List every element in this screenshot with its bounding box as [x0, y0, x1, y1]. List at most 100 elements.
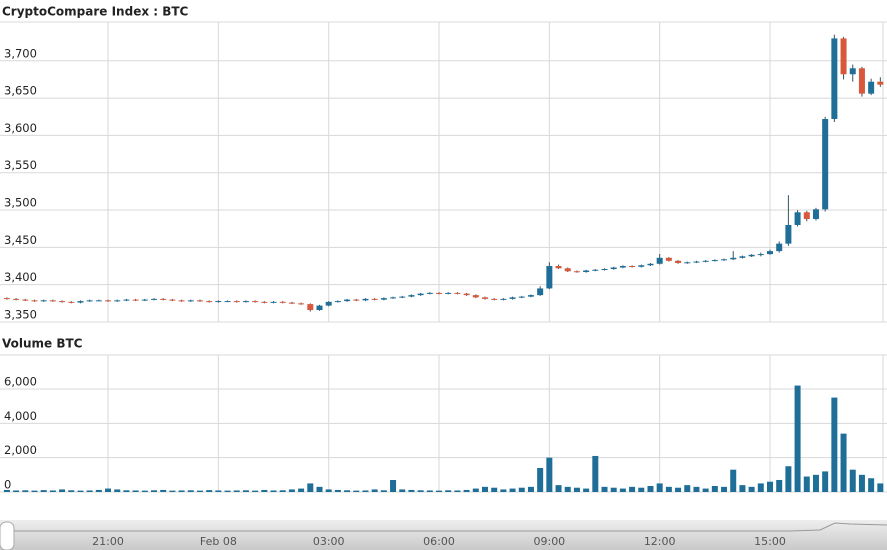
volume-bar — [675, 487, 682, 492]
candle-body — [3, 298, 10, 300]
candle-body — [390, 297, 397, 299]
volume-bar — [647, 485, 654, 492]
volume-bar — [31, 490, 38, 492]
volume-bar — [546, 457, 553, 492]
candle-body — [233, 301, 240, 303]
candle-body — [564, 268, 571, 272]
candle-body — [68, 301, 75, 303]
candle-body — [491, 298, 498, 300]
candle-body — [840, 38, 847, 75]
candle-body — [298, 303, 305, 305]
candle-body — [160, 298, 167, 300]
volume-bar — [757, 483, 764, 492]
volume-bar — [252, 490, 259, 492]
volume-bar — [472, 488, 479, 492]
volume-bar — [40, 490, 47, 492]
candle-body — [555, 266, 562, 269]
candle-body — [132, 299, 139, 301]
candle-body — [380, 298, 387, 300]
candle-body — [270, 301, 277, 303]
candle-body — [169, 299, 176, 301]
y-tick-label: 3,350 — [4, 308, 37, 322]
x-tick-label: 21:00 — [92, 535, 124, 548]
candle-body — [592, 269, 599, 271]
volume-bar — [77, 490, 84, 492]
volume-bar — [491, 487, 498, 492]
volume-bar — [270, 490, 277, 492]
y-tick-label: 0 — [4, 478, 11, 492]
volume-bar — [831, 397, 838, 492]
volume-bar — [454, 490, 461, 492]
volume-bar — [592, 455, 599, 492]
volume-bar — [417, 490, 424, 492]
candle-body — [481, 297, 488, 299]
candle-body — [22, 299, 29, 301]
volume-bar — [610, 487, 617, 492]
navigator-bg — [0, 520, 887, 550]
candle-body — [757, 254, 764, 256]
volume-bar — [206, 490, 213, 492]
volume-bar — [730, 469, 737, 492]
volume-bar — [638, 487, 645, 492]
x-tick-label: 03:00 — [313, 535, 345, 548]
candle-body — [472, 295, 479, 298]
volume-bar — [224, 490, 231, 492]
candle-body — [730, 257, 737, 260]
candle-body — [619, 266, 626, 268]
volume-bar — [279, 490, 286, 492]
volume-bar — [858, 474, 865, 492]
x-tick-label: 15:00 — [754, 535, 786, 548]
candle-body — [573, 271, 580, 273]
chart-title: CryptoCompare Index : BTC — [2, 5, 189, 19]
volume-bar — [500, 489, 507, 492]
volume-bar — [68, 490, 75, 492]
volume-bar — [693, 486, 700, 492]
y-tick-label: 3,700 — [4, 46, 37, 60]
volume-bar — [261, 489, 268, 492]
volume-bar — [564, 486, 571, 492]
volume-bar — [353, 490, 360, 492]
volume-bar — [132, 490, 139, 492]
volume-bar — [59, 489, 66, 492]
candle-body — [665, 257, 672, 261]
candle-body — [178, 300, 185, 302]
candle-body — [831, 38, 838, 120]
x-tick-label: Feb 08 — [200, 535, 237, 548]
candle-body — [858, 68, 865, 94]
candle-body — [86, 300, 93, 302]
candle-body — [316, 305, 323, 311]
candle-body — [546, 266, 553, 289]
navigator-handle[interactable] — [0, 521, 15, 550]
volume-bar — [151, 490, 158, 492]
candle-body — [583, 270, 590, 272]
candle-body — [748, 254, 755, 257]
candle-body — [344, 299, 351, 302]
candle-body — [693, 261, 700, 263]
volume-bar — [509, 488, 516, 492]
volume-bar — [463, 489, 470, 492]
y-tick-label: 3,450 — [4, 233, 37, 247]
candle-body — [684, 262, 691, 264]
volume-bar — [877, 483, 884, 492]
y-tick-label: 3,650 — [4, 84, 37, 98]
candle-body — [776, 243, 783, 252]
volume-bar — [794, 385, 801, 492]
volume-bar — [215, 490, 222, 492]
candle-body — [454, 292, 461, 294]
volume-bar — [169, 490, 176, 492]
volume-bar — [481, 486, 488, 492]
volume-bar — [702, 488, 709, 492]
candle-body — [31, 300, 38, 302]
candle-body — [739, 256, 746, 258]
volume-bar — [399, 489, 406, 492]
volume-bar — [822, 471, 829, 492]
candle-body — [436, 292, 443, 294]
volume-bar — [573, 487, 580, 492]
volume-bar — [105, 488, 112, 492]
candle-body — [711, 260, 718, 262]
volume-bar — [812, 474, 819, 492]
volume-bar — [288, 489, 295, 492]
volume-bar — [334, 489, 341, 492]
volume-bar — [86, 490, 93, 492]
